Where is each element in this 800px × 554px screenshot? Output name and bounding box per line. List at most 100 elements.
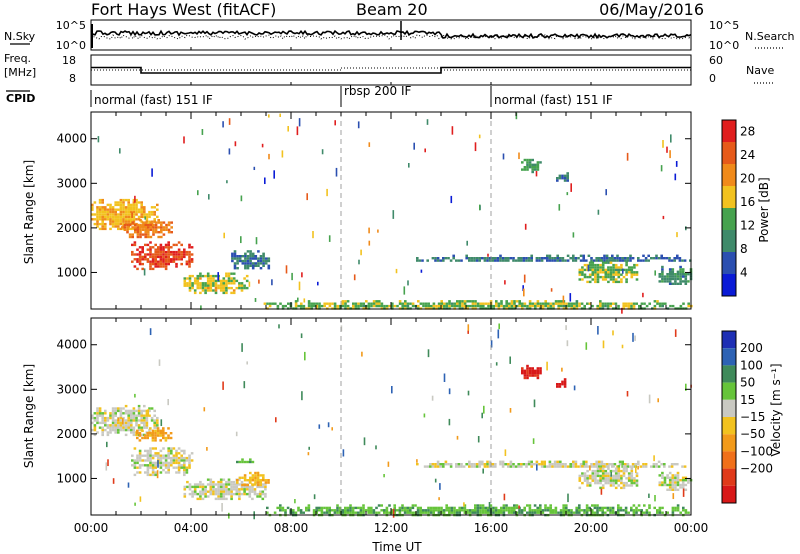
velocity-cell	[185, 466, 189, 469]
power-cell	[528, 302, 532, 305]
velocity-cell	[513, 504, 516, 507]
power-cell	[206, 289, 210, 292]
velocity-speckle	[467, 330, 469, 334]
power-cell	[624, 259, 627, 262]
velocity-cell	[674, 488, 677, 491]
velocity-cell	[546, 506, 550, 510]
velocity-speckle	[313, 494, 316, 500]
power-cell	[109, 210, 112, 214]
velocity-cell	[177, 461, 181, 465]
power-cell	[127, 213, 130, 216]
velocity-cell	[588, 481, 592, 485]
velocity-cell	[578, 504, 581, 507]
velocity-cell	[458, 511, 461, 514]
velocity-cell	[212, 483, 215, 486]
velocity-cell	[617, 511, 620, 514]
power-cell	[219, 284, 223, 287]
power-cell	[583, 268, 587, 272]
power-cell	[259, 267, 263, 270]
power-speckle	[273, 170, 275, 179]
power-cell	[109, 227, 112, 231]
velocity-cell	[183, 492, 187, 496]
power-cell	[674, 273, 677, 276]
velocity-cell	[227, 480, 231, 484]
velocity-cell	[261, 492, 265, 496]
power-cell	[101, 222, 104, 226]
velocity-cell	[96, 416, 99, 420]
power-cell	[437, 304, 441, 308]
power-cell	[141, 248, 144, 251]
velocity-cell	[262, 476, 265, 479]
velocity-colorbar-tick: 50	[740, 376, 755, 390]
velocity-cell	[612, 465, 615, 468]
velocity-colorbar-segment	[722, 348, 736, 366]
velocity-speckle	[685, 383, 687, 391]
power-speckle	[358, 259, 360, 265]
power-cell	[106, 218, 110, 221]
power-cell	[604, 275, 608, 279]
power-cell	[547, 304, 550, 308]
power-cell	[535, 257, 539, 260]
power-cell	[214, 284, 218, 287]
power-cell	[126, 231, 129, 234]
velocity-cell	[175, 449, 178, 453]
velocity-cell	[444, 463, 448, 466]
velocity-cell	[487, 509, 490, 512]
power-cell	[159, 260, 163, 263]
velocity-cell	[284, 509, 287, 512]
velocity-cell	[539, 511, 542, 514]
power-cell	[417, 304, 420, 308]
power-cell	[633, 266, 636, 269]
velocity-cell	[217, 497, 220, 501]
power-cell	[157, 253, 160, 256]
power-cell	[186, 284, 189, 287]
power-cell	[447, 257, 450, 260]
velocity-cell	[562, 509, 565, 512]
velocity-cell	[172, 461, 176, 465]
power-cell	[609, 302, 612, 305]
power-cell	[141, 228, 145, 231]
velocity-cell	[620, 474, 623, 478]
velocity-speckle	[117, 417, 120, 422]
velocity-cell	[643, 511, 646, 514]
velocity-cell	[227, 490, 231, 493]
power-cell	[614, 266, 618, 269]
power-cell	[525, 259, 528, 262]
power-cell	[251, 262, 255, 265]
velocity-colorbar-segment	[722, 485, 736, 503]
velocity-cell	[479, 511, 482, 514]
power-cell	[658, 302, 662, 305]
power-cell	[620, 278, 623, 281]
velocity-cell	[145, 409, 149, 413]
velocity-cell	[201, 490, 205, 493]
velocity-cell	[596, 467, 600, 470]
velocity-cell	[491, 465, 494, 468]
velocity-cell	[565, 509, 568, 512]
power-speckle	[287, 126, 289, 132]
velocity-cell	[500, 509, 503, 512]
velocity-cell	[528, 369, 532, 372]
velocity-cell	[149, 456, 152, 460]
velocity-cell	[185, 471, 189, 474]
velocity-cell	[536, 376, 540, 380]
velocity-cell	[219, 483, 223, 486]
power-cell	[150, 213, 154, 216]
velocity-speckle	[565, 325, 567, 331]
power-cell	[627, 266, 631, 269]
velocity-cell	[609, 477, 613, 480]
velocity-cell	[91, 416, 94, 420]
velocity-cell	[93, 433, 97, 437]
power-cell	[411, 304, 415, 308]
velocity-cell	[578, 479, 582, 482]
velocity-cell	[238, 490, 241, 493]
velocity-speckle	[301, 391, 303, 401]
velocity-cell	[512, 463, 515, 466]
velocity-cell	[264, 479, 268, 482]
power-cell	[188, 260, 191, 263]
velocity-cell	[96, 419, 99, 422]
velocity-cell	[583, 472, 587, 475]
power-cell	[442, 257, 445, 260]
power-cell	[206, 282, 210, 285]
velocity-cell	[111, 419, 115, 422]
power-cell	[266, 302, 269, 305]
